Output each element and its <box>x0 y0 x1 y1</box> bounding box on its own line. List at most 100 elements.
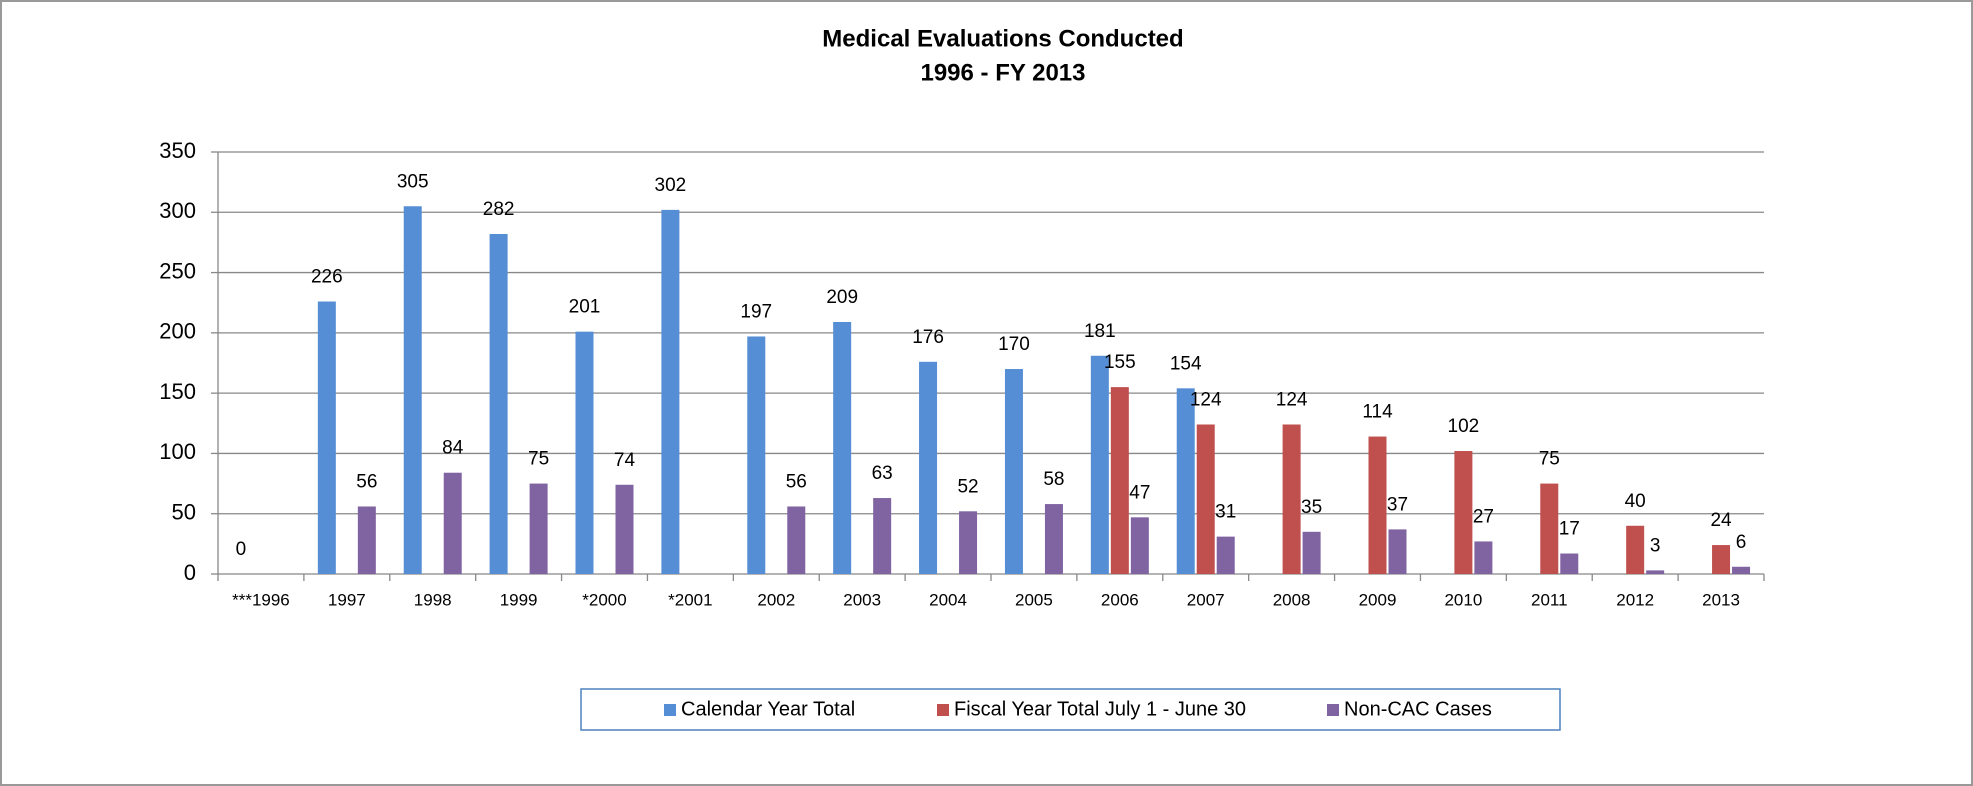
bar <box>529 483 548 574</box>
bar <box>1130 517 1149 574</box>
data-label: 124 <box>1190 390 1222 411</box>
data-label: 302 <box>655 175 687 196</box>
data-label: 201 <box>569 297 601 318</box>
y-tick-label: 350 <box>159 138 196 163</box>
x-tick-label: 2005 <box>1015 590 1053 609</box>
data-label: 37 <box>1387 494 1408 515</box>
data-label: 209 <box>826 287 858 308</box>
x-tick-label: 2012 <box>1616 590 1654 609</box>
data-label: 52 <box>957 476 978 497</box>
bar <box>1044 504 1063 574</box>
data-label: 114 <box>1362 402 1393 423</box>
bar <box>1732 566 1751 574</box>
data-label: 35 <box>1301 497 1322 518</box>
data-label: 47 <box>1129 482 1150 503</box>
bar <box>873 498 892 574</box>
bar <box>1646 570 1665 574</box>
bar <box>575 331 594 574</box>
data-label: 17 <box>1559 519 1580 540</box>
data-label: 305 <box>397 171 429 192</box>
bar <box>1560 553 1579 574</box>
data-label: 0 <box>236 539 247 560</box>
bar <box>1004 369 1023 574</box>
x-tick-label: 1998 <box>414 590 452 609</box>
legend-label: Calendar Year Total <box>681 698 855 720</box>
bar <box>833 322 852 574</box>
bar <box>443 472 462 574</box>
data-label: 84 <box>442 438 464 459</box>
bar <box>787 506 806 574</box>
x-tick-label: *2000 <box>582 590 626 609</box>
chart-title: Medical Evaluations Conducted <box>822 25 1183 52</box>
data-label: 170 <box>998 334 1030 355</box>
bar <box>1302 531 1321 574</box>
bar <box>1216 536 1235 574</box>
bar <box>1090 355 1109 574</box>
data-label: 102 <box>1448 416 1480 437</box>
y-tick-label: 50 <box>172 500 196 525</box>
data-label: 56 <box>786 471 807 492</box>
bar <box>317 301 336 574</box>
bar <box>1474 541 1493 574</box>
data-label: 75 <box>1539 449 1560 470</box>
x-tick-label: 2003 <box>843 590 881 609</box>
legend-label: Fiscal Year Total July 1 - June 30 <box>954 698 1246 720</box>
x-tick-label: 2006 <box>1101 590 1139 609</box>
bar <box>615 484 634 574</box>
data-label: 181 <box>1084 321 1116 342</box>
data-label: 3 <box>1650 535 1661 556</box>
data-label: 74 <box>614 450 636 471</box>
data-label: 6 <box>1736 532 1747 553</box>
data-label: 197 <box>740 301 772 322</box>
bar <box>919 361 938 574</box>
legend-swatch <box>1327 704 1339 716</box>
data-label: 124 <box>1276 390 1308 411</box>
x-tick-label: 1999 <box>500 590 538 609</box>
legend-swatch <box>664 704 676 716</box>
x-tick-label: 2002 <box>757 590 795 609</box>
data-label: 155 <box>1104 352 1136 373</box>
bar <box>1110 387 1129 574</box>
bar <box>661 209 680 575</box>
data-label: 282 <box>483 199 515 220</box>
bar <box>959 511 978 574</box>
x-tick-label: 2010 <box>1444 590 1482 609</box>
y-tick-label: 250 <box>159 258 196 283</box>
legend-label: Non-CAC Cases <box>1344 698 1492 720</box>
bar <box>1176 388 1195 574</box>
data-label: 58 <box>1043 469 1064 490</box>
x-tick-label: 2011 <box>1531 590 1568 609</box>
bar <box>403 206 422 574</box>
x-tick-label: *2001 <box>668 590 712 609</box>
chart-subtitle: 1996 - FY 2013 <box>920 59 1085 86</box>
bar <box>1626 525 1645 574</box>
x-tick-label: 2013 <box>1702 590 1740 609</box>
bar <box>1712 545 1731 574</box>
bar <box>1368 436 1387 574</box>
bar <box>1454 451 1473 574</box>
data-label: 63 <box>872 463 893 484</box>
bar <box>1196 424 1215 574</box>
x-tick-label: 2004 <box>929 590 967 609</box>
data-label: 75 <box>528 449 549 470</box>
x-tick-label: ***1996 <box>232 590 290 609</box>
x-tick-label: 2009 <box>1359 590 1397 609</box>
y-tick-label: 150 <box>159 379 196 404</box>
data-label: 176 <box>912 327 944 348</box>
bar <box>357 506 376 574</box>
bar <box>1282 424 1301 574</box>
data-label: 27 <box>1473 506 1494 527</box>
data-label: 154 <box>1170 353 1202 374</box>
y-tick-label: 0 <box>184 560 196 585</box>
bar <box>747 336 766 574</box>
y-tick-label: 300 <box>159 198 196 223</box>
data-label: 31 <box>1215 502 1236 523</box>
data-label: 40 <box>1625 491 1646 512</box>
legend-swatch <box>937 704 949 716</box>
y-tick-label: 200 <box>159 319 196 344</box>
legend-box <box>580 688 1561 731</box>
data-label: 56 <box>356 471 377 492</box>
y-tick-label: 100 <box>159 439 196 464</box>
bar <box>1540 483 1559 574</box>
